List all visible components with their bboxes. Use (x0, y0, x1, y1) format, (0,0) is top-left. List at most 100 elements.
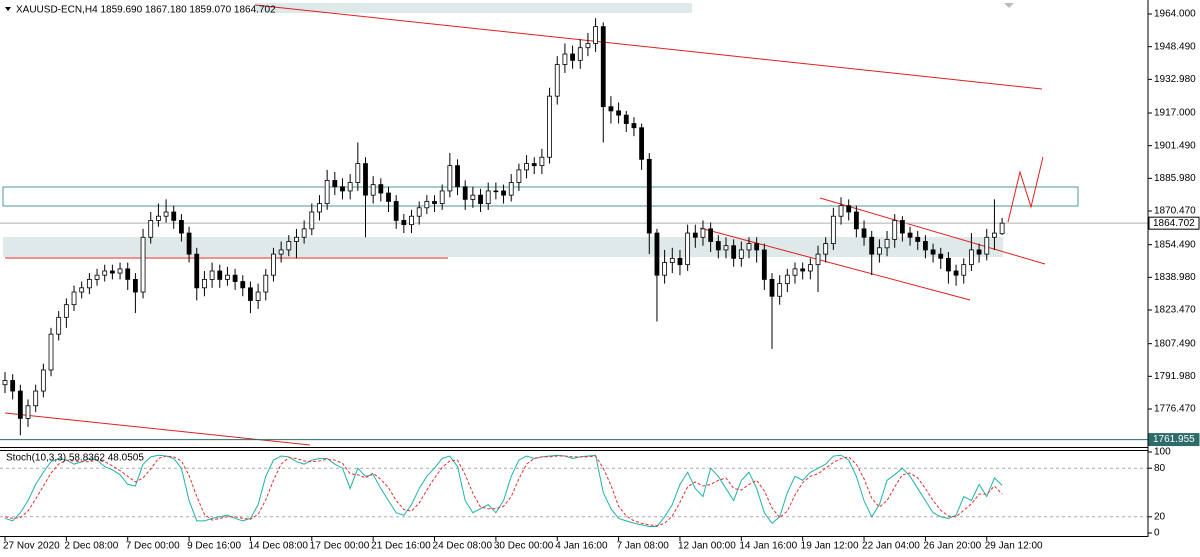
candle-body (370, 184, 376, 196)
candle-body (79, 287, 85, 293)
candle-body (470, 194, 476, 200)
candle-body (700, 228, 706, 238)
candle-body (217, 270, 223, 280)
candle-body (938, 253, 944, 259)
candle-body (393, 201, 399, 221)
candle-body (876, 247, 882, 255)
candle-body (524, 163, 529, 171)
candle-body (63, 304, 69, 318)
candle-body (179, 220, 184, 234)
candle-body (738, 249, 744, 259)
candle-body (815, 253, 821, 266)
candle-body (562, 53, 568, 65)
candle-body (132, 279, 138, 293)
candle-body (761, 249, 767, 280)
candle-body (478, 194, 483, 204)
candle-body (654, 232, 660, 276)
x-tick-label: 14 Jan 16:00 (739, 541, 797, 552)
y-tick-label: 1838.980 (1154, 272, 1196, 283)
y-tick-label: 1917.000 (1154, 108, 1196, 119)
candle-body (646, 158, 652, 234)
candle-body (102, 270, 108, 276)
x-tick-label: 14 Dec 08:00 (248, 541, 308, 552)
candle-body (401, 220, 407, 226)
candle-body (386, 192, 391, 202)
candle-body (171, 211, 177, 221)
x-tick-label: 17 Dec 00:00 (310, 541, 370, 552)
candle-body (317, 203, 322, 213)
candle-body (869, 236, 875, 255)
candle-body (240, 281, 246, 289)
price-label-box (1148, 433, 1200, 447)
x-tick-label: 2 Dec 08:00 (64, 541, 118, 552)
series-line (4, 454, 1003, 528)
candle-body (585, 43, 591, 49)
candle-body (447, 165, 453, 192)
candle-body (301, 228, 307, 238)
candle-body (248, 287, 253, 301)
y-tick-label: 1823.470 (1154, 305, 1196, 316)
x-tick-label: 27 Nov 2020 (3, 541, 60, 552)
candle-body (86, 279, 92, 289)
series-line (4, 455, 1003, 527)
candle-body (508, 182, 514, 196)
y-tick-label: 1807.490 (1154, 338, 1196, 349)
y-tick-label: 20 (1154, 511, 1166, 522)
candle-body (324, 180, 330, 204)
candle-body (593, 26, 598, 44)
candle-body (148, 220, 154, 238)
trend-line (254, 4, 1043, 90)
candle-body (769, 279, 775, 297)
y-tick-label: 1948.490 (1154, 41, 1196, 52)
y-tick-label: 1964.000 (1154, 9, 1196, 20)
price-label: 1761.955 (1153, 434, 1195, 445)
candle-body (723, 245, 729, 251)
candle-body (332, 180, 338, 188)
candle-body (424, 201, 430, 209)
candle-body (516, 169, 522, 183)
y-tick-label: 1870.470 (1154, 206, 1196, 217)
candle-body (40, 369, 46, 392)
candle-body (577, 47, 583, 61)
candle-body (861, 228, 867, 238)
candle-body (194, 253, 200, 289)
candle-body (271, 253, 276, 276)
x-tick-label: 24 Dec 08:00 (433, 541, 493, 552)
candle-body (631, 123, 637, 129)
candle-body (899, 220, 905, 234)
x-tick-label: 9 Dec 16:00 (187, 541, 241, 552)
candle-body (907, 232, 913, 238)
zone (3, 237, 1003, 257)
candle-body (363, 163, 368, 196)
candle-body (784, 274, 790, 285)
candle-body (25, 405, 31, 419)
candle-body (969, 249, 974, 266)
candle-body (892, 220, 898, 240)
candle-body (677, 257, 683, 266)
chart-title: XAUUSD-ECN,H4 1859.690 1867.180 1859.070… (16, 5, 276, 16)
candle-body (56, 316, 62, 335)
candle-body (10, 380, 16, 392)
candle-body (662, 262, 668, 276)
candle-body (923, 241, 928, 251)
candle-body (992, 232, 997, 238)
candle-body (278, 249, 284, 255)
range-box (2, 186, 1079, 207)
candle-body (946, 257, 951, 272)
candle-body (340, 186, 345, 192)
candle-body (117, 268, 123, 274)
y-tick-label: 1901.490 (1154, 140, 1196, 151)
candle-body (807, 264, 813, 272)
candle-body (48, 333, 54, 371)
candle-body (409, 215, 414, 226)
candle-body (984, 236, 990, 255)
drawings (2, 3, 1079, 446)
candle-body (347, 182, 353, 192)
candle-body (554, 64, 560, 97)
candle-body (455, 165, 460, 188)
candle-body (708, 228, 714, 242)
x-tick-label: 7 Jan 08:00 (617, 541, 670, 552)
candle-body (692, 232, 698, 238)
menu-icon (5, 7, 11, 11)
